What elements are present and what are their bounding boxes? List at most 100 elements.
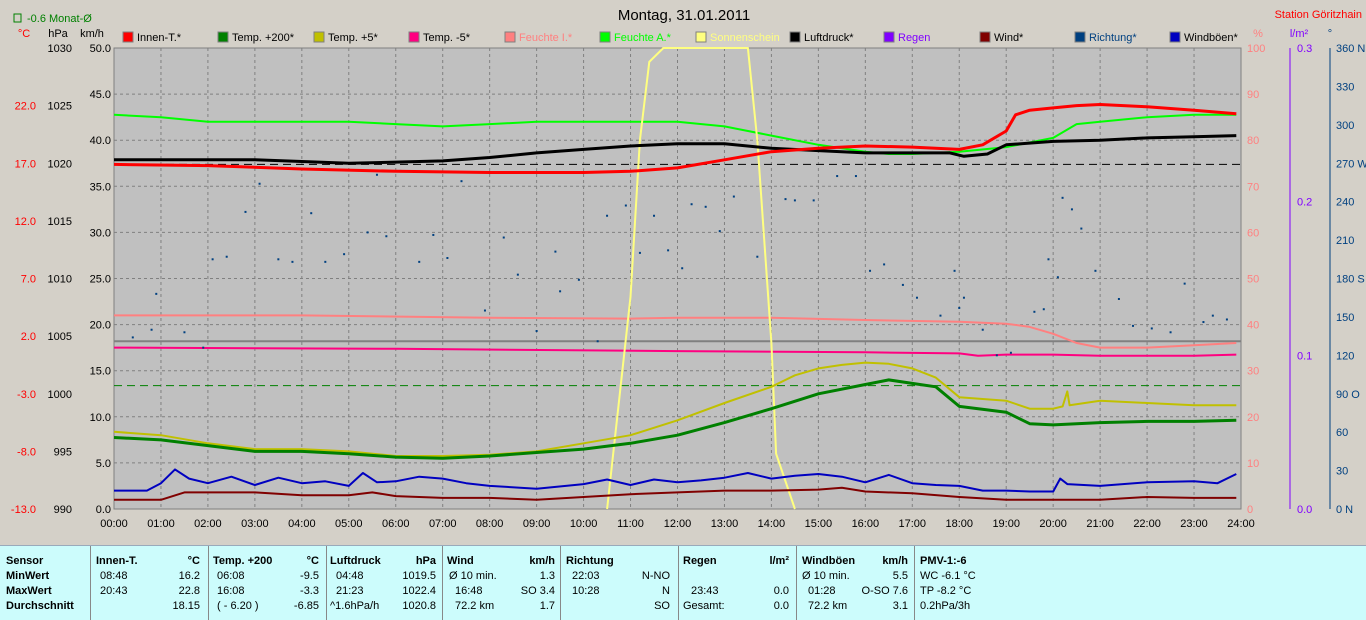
y-tick-label: 1005 (48, 331, 72, 343)
col-pmv: PMV-1:-6 WC -6.1 °C TP -8.2 °C 0.2hPa/3h (920, 546, 1030, 620)
direction-point (516, 273, 519, 276)
direction-point (183, 331, 186, 334)
direction-point (953, 269, 956, 272)
y-tick-label: 22.0 (15, 101, 36, 113)
x-tick-label: 09:00 (523, 518, 551, 530)
y-tick-label: 120 (1336, 350, 1354, 362)
durchschnitt-label: Durchschnitt (6, 600, 74, 612)
regen-unit: l/m² (769, 555, 789, 567)
y-tick-label: 300 (1336, 120, 1354, 132)
y-tick-label: 210 (1336, 235, 1354, 247)
direction-point (1225, 318, 1228, 321)
direction-point (366, 231, 369, 234)
innen-title: Innen-T. (96, 555, 138, 567)
chart-title: Montag, 31.01.2011 (618, 7, 750, 24)
direction-point (606, 214, 609, 217)
direction-point (962, 296, 965, 299)
y-tick-label: 270 W (1336, 158, 1366, 170)
divider (678, 546, 679, 620)
direction-point (1183, 282, 1186, 285)
y-tick-label: 30 (1247, 366, 1259, 378)
direction-point (310, 212, 313, 215)
legend-label: Temp. +200* (232, 32, 295, 44)
sensor-title: Sensor (6, 555, 44, 567)
legend-label: Temp. -5* (423, 32, 471, 44)
temp200-avg-val: -6.85 (293, 600, 319, 612)
direction-point (1009, 351, 1012, 354)
x-tick-label: 02:00 (194, 518, 222, 530)
direction-point (667, 249, 670, 252)
direction-point (624, 204, 627, 207)
direction-point (535, 330, 538, 333)
pmv-tp: TP -8.2 °C (920, 585, 972, 597)
unit-direction-label: ° (1328, 28, 1332, 40)
windboen-min-val: 5.5 (892, 570, 908, 582)
regen-max-val: 0.0 (773, 585, 789, 597)
y-tick-label: 100 (1247, 43, 1265, 55)
col-innen: Innen-T. °C 08:48 16.2 20:43 22.8 18.15 (96, 546, 204, 620)
col-regen: Regen l/m² 23:43 0.0 Gesamt: 0.0 (683, 546, 793, 620)
temp200-min-val: -9.5 (300, 570, 319, 582)
legend-label: Richtung* (1089, 32, 1137, 44)
direction-point (638, 251, 641, 254)
y-tick-label: 40 (1247, 320, 1259, 332)
divider (914, 546, 915, 620)
y-tick-label: 1015 (48, 216, 72, 228)
x-tick-label: 15:00 (805, 518, 833, 530)
pmv-title: PMV-1:-6 (920, 555, 967, 567)
y-tick-label: 0 (1247, 504, 1253, 516)
x-tick-label: 21:00 (1086, 518, 1114, 530)
series-layer (113, 47, 1237, 510)
y-tick-label: 240 (1336, 197, 1354, 209)
direction-point (502, 236, 505, 239)
y-tick-label: 995 (54, 446, 72, 458)
y-tick-label: 60 (1336, 427, 1348, 439)
innen-max-val: 22.8 (178, 585, 200, 597)
legend-label: Wind* (994, 32, 1024, 44)
series-line-sonnenschein (606, 47, 796, 510)
legend-swatch (313, 31, 325, 43)
direction-point (732, 195, 735, 198)
direction-point (554, 250, 557, 253)
direction-point (1056, 276, 1059, 279)
y-tick-label: 25.0 (90, 274, 111, 286)
y-tick-label: 40.0 (90, 135, 111, 147)
luftdruck-max-val: 1022.4 (402, 585, 436, 597)
x-tick-label: 00:00 (100, 518, 128, 530)
y-tick-label: 15.0 (90, 366, 111, 378)
direction-point (291, 260, 294, 263)
legend-label: Regen (898, 32, 930, 44)
legend-swatch (504, 31, 516, 43)
legend-swatch (122, 31, 134, 43)
divider (796, 546, 797, 620)
x-tick-label: 18:00 (945, 518, 973, 530)
direction-point (1042, 308, 1045, 311)
innen-unit: °C (187, 555, 200, 567)
direction-point (958, 306, 961, 309)
direction-point (704, 205, 707, 208)
col-temp200: Temp. +200 °C 06:08 -9.5 16:08 -3.3 ( - 6.2… (213, 546, 323, 620)
direction-point (1202, 321, 1205, 324)
direction-point (995, 354, 998, 357)
direction-point (577, 278, 580, 281)
wind-unit: km/h (529, 555, 555, 567)
wind-title: Wind (447, 555, 474, 567)
wind-avg-extra: 72.2 km (455, 600, 495, 612)
y-tick-label: 150 (1336, 312, 1354, 324)
direction-point (225, 255, 228, 258)
x-tick-label: 13:00 (711, 518, 739, 530)
y-tick-label: 1025 (48, 101, 72, 113)
temp200-max-time: 16:08 (217, 585, 245, 597)
legend-swatch (695, 31, 707, 43)
direction-point (718, 230, 721, 233)
legend-swatch (883, 31, 895, 43)
regen-title: Regen (683, 555, 717, 567)
x-tick-label: 10:00 (570, 518, 598, 530)
direction-point (1131, 324, 1134, 327)
direction-point (939, 314, 942, 317)
x-tick-label: 04:00 (288, 518, 316, 530)
legend-label: Windböen* (1184, 32, 1239, 44)
series-line-wind (114, 486, 1237, 501)
y-tick-label: 30 (1336, 466, 1348, 478)
wind-min-time: Ø 10 min. (449, 570, 497, 582)
